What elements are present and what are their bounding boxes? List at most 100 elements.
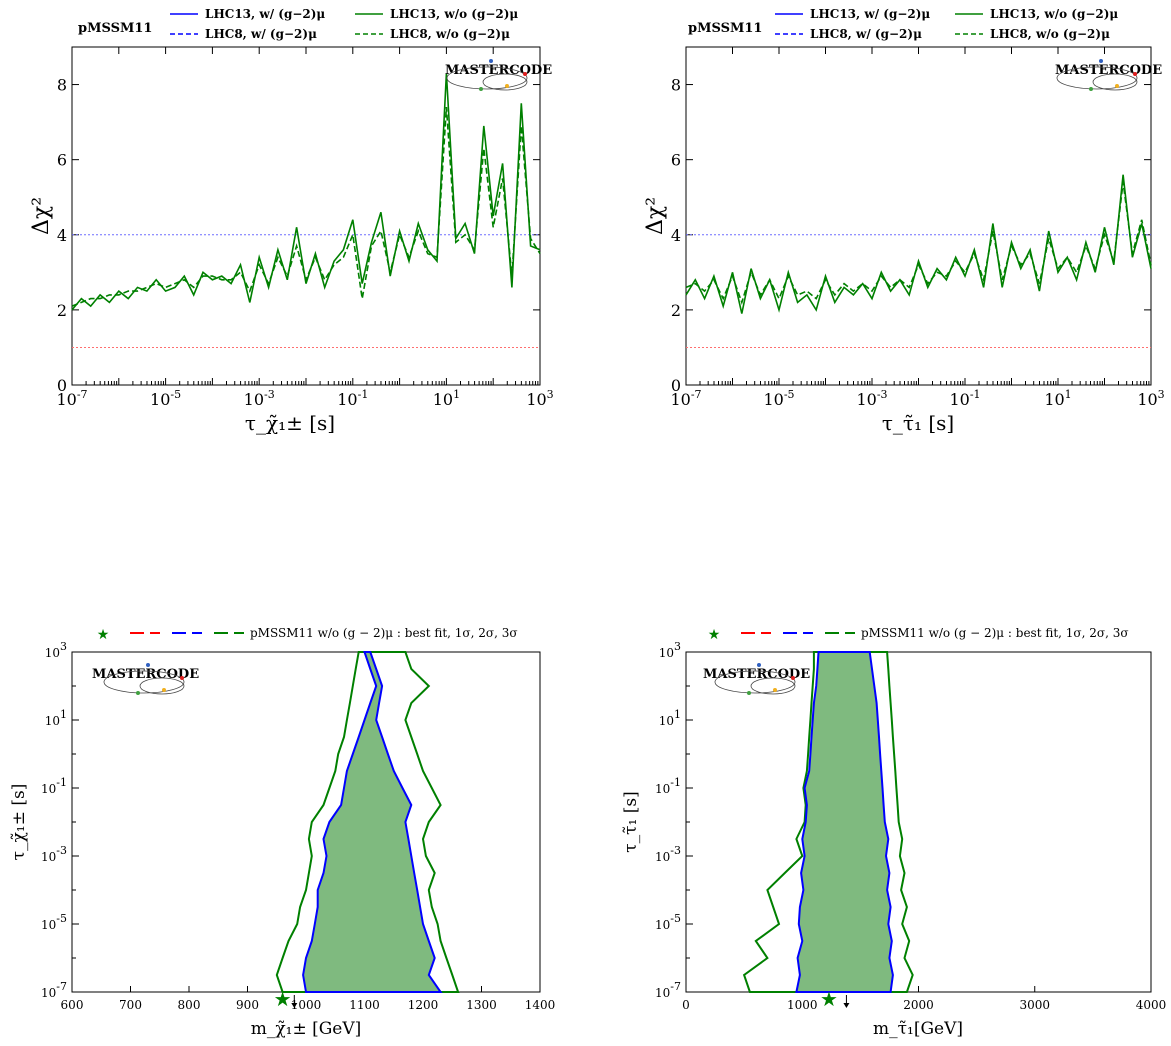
x-tick-label: 2000 <box>903 998 934 1012</box>
series-line-lhc8 <box>685 182 1152 305</box>
y-tick-label: 0 <box>57 376 67 395</box>
y-tick-label: 10-7 <box>41 980 67 1000</box>
limit-arrow-head <box>291 1003 298 1008</box>
legend-entry: LHC8, w/o (g−2)μ <box>390 27 510 41</box>
limit-arrow-head <box>843 1003 850 1008</box>
y-axis-label: τ_χ̃₁± [s] <box>9 784 29 861</box>
legend-star-icon: ★ <box>708 627 721 643</box>
y-tick-label: 10-5 <box>655 912 681 932</box>
filled-region <box>796 652 893 992</box>
x-tick-label: 600 <box>61 998 84 1012</box>
y-tick-label: 101 <box>45 708 67 728</box>
contour-group: ★ <box>742 651 914 1011</box>
y-tick-label: 10-5 <box>41 912 67 932</box>
logo-text: MASTERCODE <box>703 667 810 682</box>
x-tick-label: 101 <box>1044 388 1071 409</box>
plot-frame <box>71 46 541 386</box>
logo-text: MASTERCODE <box>445 63 552 78</box>
series-line-lhc8 <box>71 107 541 307</box>
y-tick-label: 2 <box>57 301 67 320</box>
y-tick-label: 4 <box>671 226 681 245</box>
y-tick-label: 8 <box>671 76 681 95</box>
contour-3sigma <box>742 651 914 993</box>
panel-stau-mass-lifetime: ★ pMSSM11 w/o (g − 2)μ : best fit, 1σ, 2… <box>621 626 1166 1039</box>
y-tick-label: 10-1 <box>655 776 681 796</box>
x-tick-label: 700 <box>119 998 142 1012</box>
y-tick-label: 103 <box>659 640 681 660</box>
legend-entry: LHC8, w/ (g−2)μ <box>205 27 317 41</box>
panel-chargino-mass-lifetime: ★ pMSSM11 w/o (g − 2)μ : best fit, 1σ, 2… <box>9 626 555 1039</box>
y-tick-label: 0 <box>671 376 681 395</box>
x-tick-label: 3000 <box>1019 998 1050 1012</box>
y-tick-label: 10-1 <box>41 776 67 796</box>
contour-2sigma <box>795 651 894 993</box>
legend-entry: LHC13, w/o (g−2)μ <box>390 7 518 21</box>
x-tick-label: 0 <box>682 998 690 1012</box>
x-axis-label: τ_τ̃₁ [s] <box>882 411 954 435</box>
contour-group: ★ <box>274 651 460 1011</box>
mastercode-logo: MASTERCODE <box>445 59 552 91</box>
y-axis-label: Δχ² <box>643 197 668 235</box>
panel-stau-lifetime-chi2: pMSSM11 LHC13, w/ (g−2)μ LHC8, w/ (g−2)μ… <box>643 7 1165 435</box>
reference-lines <box>686 234 1151 348</box>
series-group <box>685 174 1152 314</box>
plot-frame <box>71 651 541 993</box>
reference-lines <box>72 234 540 348</box>
mastercode-logo: MASTERCODE <box>1055 59 1162 91</box>
series-group <box>71 73 541 311</box>
filled-region <box>303 652 441 992</box>
y-tick-label: 6 <box>671 151 681 170</box>
legend-entry: LHC8, w/o (g−2)μ <box>990 27 1110 41</box>
y-tick-label: 8 <box>57 76 67 95</box>
x-tick-label: 800 <box>178 998 201 1012</box>
x-tick-label: 1100 <box>349 998 380 1012</box>
logo-text: MASTERCODE <box>92 667 199 682</box>
logo-text: MASTERCODE <box>1055 63 1162 78</box>
y-axis-label: Δχ² <box>29 197 54 235</box>
y-tick-label: 101 <box>659 708 681 728</box>
x-tick-label: 1300 <box>466 998 497 1012</box>
x-tick-label: 10-1 <box>949 388 980 409</box>
y-tick-label: 2 <box>671 301 681 320</box>
legend-text: pMSSM11 w/o (g − 2)μ : best fit, 1σ, 2σ,… <box>250 626 518 640</box>
best-fit-star-icon: ★ <box>274 987 292 1011</box>
x-tick-label: 10-1 <box>337 388 368 409</box>
x-axis-label: τ_χ̃₁± [s] <box>245 411 335 435</box>
x-tick-label: 900 <box>236 998 259 1012</box>
y-tick-label: 4 <box>57 226 67 245</box>
x-tick-label: 1000 <box>291 998 322 1012</box>
x-tick-label: 10-3 <box>244 388 275 409</box>
legend: LHC13, w/ (g−2)μ LHC8, w/ (g−2)μ LHC13, … <box>170 7 518 41</box>
series-line-lhc13 <box>685 174 1152 314</box>
contour-2sigma <box>302 651 443 993</box>
x-axis-label: m_τ̃₁[GeV] <box>873 1019 963 1039</box>
series-line-lhc13 <box>71 73 541 311</box>
model-label: pMSSM11 <box>78 21 152 36</box>
legend-entry: LHC13, w/ (g−2)μ <box>810 7 930 21</box>
x-tick-label: 10-3 <box>856 388 887 409</box>
y-tick-label: 10-3 <box>655 844 681 864</box>
legend: ★ pMSSM11 w/o (g − 2)μ : best fit, 1σ, 2… <box>708 626 1129 643</box>
legend-star-icon: ★ <box>97 627 110 643</box>
best-fit-star-icon: ★ <box>820 987 838 1011</box>
y-axis-label: τ_τ̃₁ [s] <box>621 791 641 853</box>
legend-entry: LHC13, w/ (g−2)μ <box>205 7 325 21</box>
x-tick-label: 1000 <box>787 998 818 1012</box>
mastercode-logo: MASTERCODE <box>92 663 199 695</box>
x-tick-label: 4000 <box>1136 998 1167 1012</box>
x-tick-label: 103 <box>526 388 553 409</box>
legend: ★ pMSSM11 w/o (g − 2)μ : best fit, 1σ, 2… <box>97 626 518 643</box>
legend-entry: LHC8, w/ (g−2)μ <box>810 27 922 41</box>
x-tick-label: 1200 <box>408 998 439 1012</box>
model-label: pMSSM11 <box>688 21 762 36</box>
legend-text: pMSSM11 w/o (g − 2)μ : best fit, 1σ, 2σ,… <box>861 626 1129 640</box>
x-axis-label: m_χ̃₁± [GeV] <box>251 1019 362 1039</box>
y-tick-label: 103 <box>45 640 67 660</box>
x-tick-label: 101 <box>433 388 460 409</box>
x-tick-label: 1400 <box>525 998 556 1012</box>
legend: LHC13, w/ (g−2)μ LHC8, w/ (g−2)μ LHC13, … <box>775 7 1118 41</box>
axes: 600 700 800 900 1000 1100 1200 1300 1400 10-7 10-5… <box>41 640 555 1012</box>
mastercode-logo: MASTERCODE <box>703 663 810 695</box>
